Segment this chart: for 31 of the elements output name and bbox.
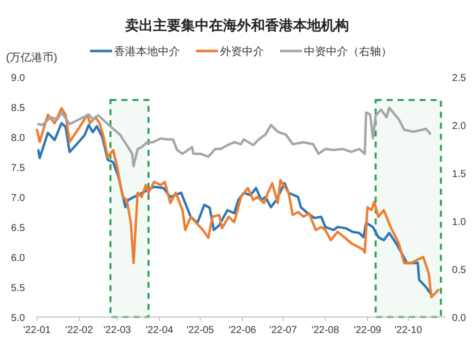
legend-label: 外资中介 <box>220 45 264 58</box>
x-tick-label: '22-09 <box>354 325 382 336</box>
y-tick-label: 6.5 <box>11 223 26 234</box>
y-tick-label: 8.5 <box>11 103 26 114</box>
line-series <box>37 106 432 168</box>
x-tick-label: '22-02 <box>65 325 94 336</box>
y2-tick-label: 2.0 <box>452 121 466 132</box>
y2-tick-label: 0.5 <box>452 265 466 276</box>
y-axis-title: (万亿港币) <box>6 51 58 64</box>
x-tick-label: '22-04 <box>146 325 174 336</box>
x-tick-label: '22-05 <box>186 325 214 336</box>
x-tick-label: '22-03 <box>103 325 132 336</box>
legend-label: 中资中介（右轴） <box>304 45 392 58</box>
y-tick-label: 7.5 <box>11 163 26 174</box>
x-tick-label: '22-01 <box>23 325 52 336</box>
y-tick-label: 5.5 <box>11 283 26 294</box>
chart-title: 卖出主要集中在海外和香港本地机构 <box>125 17 349 33</box>
x-tick-label: '22-06 <box>228 325 257 336</box>
y-tick-label: 6.0 <box>11 253 26 264</box>
y2-tick-label: 1.0 <box>452 217 466 228</box>
y2-tick-label: 2.5 <box>452 73 466 84</box>
x-tick-label: '22-07 <box>269 325 298 336</box>
y-tick-label: 9.0 <box>11 73 26 84</box>
y2-tick-label: 0.0 <box>452 313 466 324</box>
y-tick-label: 5.0 <box>11 313 26 324</box>
legend-label: 香港本地中介 <box>114 45 180 58</box>
y-tick-label: 8.0 <box>11 133 26 144</box>
x-tick-label: '22-08 <box>312 325 340 336</box>
x-tick-label: '22-10 <box>394 325 422 336</box>
y-tick-label: 7.0 <box>11 193 26 204</box>
y2-tick-label: 1.5 <box>452 169 466 180</box>
